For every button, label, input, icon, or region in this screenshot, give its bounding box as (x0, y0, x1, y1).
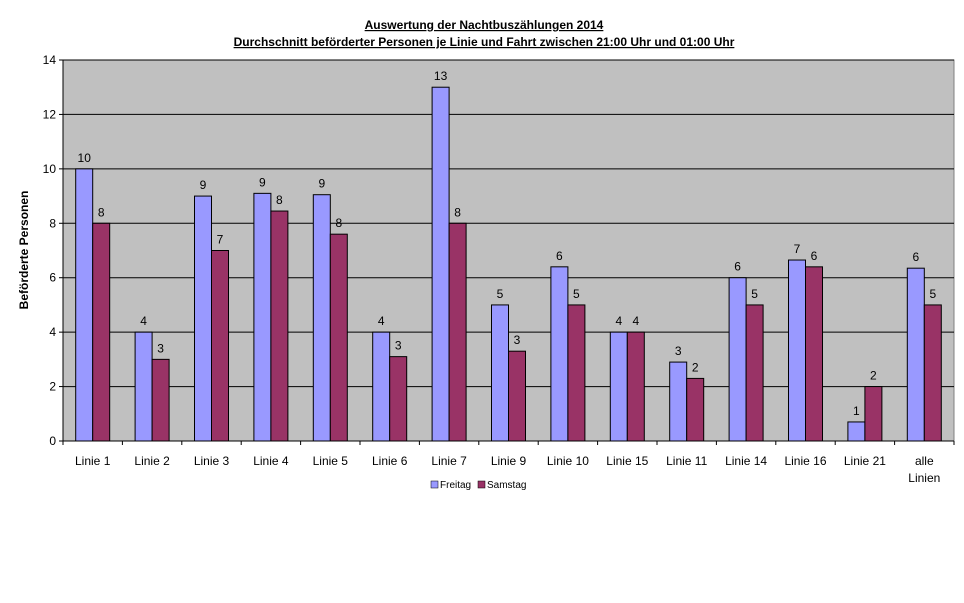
bar-samstag-linie-1 (92, 222, 111, 442)
bar-samstag-linie-7 (448, 222, 467, 442)
data-label-freitag-linie-5: 9 (318, 177, 325, 191)
legend: Freitag Samstag (430, 480, 526, 491)
data-label-freitag-linie-10: 6 (556, 249, 563, 263)
bar-samstag-linie-4 (270, 210, 289, 442)
x-tick-label-alle-linien: alle (915, 454, 934, 468)
bar-freitag-linie-3 (194, 195, 212, 442)
x-tick-label-linie-15: Linie 15 (606, 454, 648, 468)
bar-freitag-linie-21 (847, 421, 866, 442)
x-tick-label-alle-linien: Linien (908, 471, 940, 485)
x-tick-label-linie-9: Linie 9 (491, 454, 527, 468)
x-tick-label-linie-5: Linie 5 (313, 454, 349, 468)
bar-samstag-linie-14 (745, 304, 764, 442)
bar-samstag-linie-15 (626, 331, 645, 442)
y-tick-label: 4 (49, 325, 56, 339)
data-label-samstag-linie-16: 6 (811, 249, 818, 263)
data-label-samstag-linie-15: 4 (632, 314, 639, 328)
bar-samstag-alle-linien (923, 304, 942, 442)
data-label-samstag-linie-14: 5 (751, 287, 758, 301)
bar-samstag-linie-6 (389, 356, 408, 442)
y-tick-label: 10 (43, 162, 57, 176)
bar-samstag-linie-5 (329, 233, 348, 442)
bar-freitag-linie-15 (609, 331, 628, 442)
data-label-freitag-alle-linien: 6 (912, 250, 919, 264)
data-label-samstag-linie-5: 8 (335, 216, 342, 230)
x-tick-label-linie-1: Linie 1 (75, 454, 111, 468)
legend-label-freitag: Freitag (440, 480, 471, 491)
x-axis-ticks: Linie 1 Linie 2 Linie 3 Linie 4 Linie 5 Linie… (62, 441, 955, 485)
x-tick-label-linie-10: Linie 10 (547, 454, 589, 468)
data-label-samstag-linie-4: 8 (276, 193, 283, 207)
data-label-samstag-linie-6: 3 (395, 339, 402, 353)
y-tick-label: 8 (49, 216, 56, 230)
bar-freitag-linie-11 (669, 361, 688, 442)
data-label-freitag-linie-9: 5 (497, 287, 504, 301)
bar-freitag-linie-7 (431, 86, 450, 442)
bar-freitag-linie-10 (550, 266, 569, 442)
bar-freitag-linie-6 (372, 331, 391, 442)
data-label-freitag-linie-6: 4 (378, 314, 385, 328)
data-label-samstag-linie-10: 5 (573, 287, 580, 301)
data-label-samstag-linie-7: 8 (454, 205, 461, 219)
data-label-freitag-linie-2: 4 (140, 314, 147, 328)
data-label-samstag-linie-3: 7 (217, 233, 224, 247)
bar-samstag-linie-9 (508, 350, 526, 442)
data-label-freitag-linie-7: 13 (434, 69, 448, 83)
chart-title: Auswertung der Nachtbuszählungen 2014 (365, 18, 604, 32)
data-label-freitag-linie-15: 4 (615, 314, 622, 328)
y-tick-label: 12 (43, 107, 57, 121)
legend-swatch-freitag (430, 480, 439, 489)
data-label-freitag-linie-21: 1 (853, 404, 860, 418)
bar-samstag-linie-16 (805, 266, 823, 442)
bar-freitag-linie-16 (788, 259, 806, 442)
data-label-samstag-linie-9: 3 (514, 333, 521, 347)
bar-freitag-linie-14 (728, 277, 747, 442)
data-label-freitag-linie-14: 6 (734, 260, 741, 274)
y-axis-label: Beförderte Personen (17, 191, 31, 310)
data-label-samstag-linie-2: 3 (157, 341, 164, 355)
x-tick-label-linie-2: Linie 2 (134, 454, 170, 468)
y-tick-label: 14 (43, 53, 57, 67)
legend-label-samstag: Samstag (487, 480, 526, 491)
bar-freitag-linie-5 (312, 194, 331, 442)
data-label-freitag-linie-16: 7 (794, 242, 801, 256)
x-tick-label-linie-7: Linie 7 (431, 454, 467, 468)
bar-samstag-linie-10 (567, 304, 586, 442)
x-tick-label-linie-14: Linie 14 (725, 454, 767, 468)
y-tick-label: 6 (49, 271, 56, 285)
y-tick-label: 2 (49, 380, 56, 394)
data-label-samstag-linie-21: 2 (870, 369, 877, 383)
data-label-freitag-linie-4: 9 (259, 175, 266, 189)
data-label-samstag-alle-linien: 5 (929, 287, 936, 301)
bar-freitag-linie-2 (134, 331, 153, 442)
data-label-samstag-linie-1: 8 (98, 205, 105, 219)
bars (75, 86, 942, 442)
x-tick-label-linie-3: Linie 3 (194, 454, 230, 468)
data-label-freitag-linie-3: 9 (200, 178, 207, 192)
x-tick-label-linie-21: Linie 21 (844, 454, 886, 468)
bar-freitag-linie-1 (75, 168, 94, 442)
bar-freitag-linie-9 (491, 304, 509, 442)
data-label-freitag-linie-11: 3 (675, 344, 682, 358)
x-tick-label-linie-16: Linie 16 (784, 454, 826, 468)
bar-samstag-linie-3 (211, 250, 229, 442)
legend-swatch-samstag (477, 480, 486, 489)
bar-samstag-linie-21 (864, 386, 883, 442)
bar-freitag-linie-4 (253, 192, 272, 442)
bar-samstag-linie-2 (151, 358, 170, 442)
bar-samstag-linie-11 (686, 377, 705, 442)
x-tick-label-linie-4: Linie 4 (253, 454, 289, 468)
data-label-freitag-linie-1: 10 (78, 151, 92, 165)
chart-subtitle: Durchschnitt beförderter Personen je Lin… (234, 35, 735, 49)
x-tick-label-linie-11: Linie 11 (666, 454, 707, 468)
x-tick-label-linie-6: Linie 6 (372, 454, 408, 468)
y-tick-label: 0 (49, 434, 56, 448)
data-label-samstag-linie-11: 2 (692, 360, 699, 374)
bar-freitag-alle-linien (906, 267, 925, 442)
